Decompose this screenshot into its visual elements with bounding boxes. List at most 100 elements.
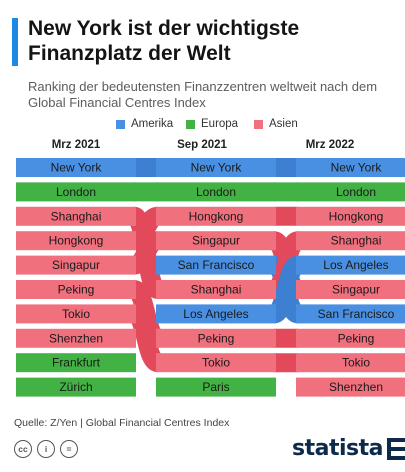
rank-box-bg xyxy=(16,304,136,324)
rank-label: San Francisco xyxy=(178,258,255,272)
rank-label: San Francisco xyxy=(318,307,395,321)
link-los-angeles-1 xyxy=(269,255,303,324)
rank-box-singapur-1: Singapur xyxy=(156,231,276,251)
statista-logo: statista xyxy=(292,436,405,461)
statista-wordmark: statista xyxy=(292,436,383,461)
rank-label: New York xyxy=(331,161,383,175)
legend-label-amerika: Amerika xyxy=(131,118,174,130)
rank-box-bg xyxy=(16,255,136,275)
legend-swatch-asien xyxy=(254,119,263,129)
rank-box-bg xyxy=(296,304,405,324)
rank-box-bg xyxy=(156,328,276,348)
rank-box-london-2: London xyxy=(296,182,405,202)
rank-box-london-0: London xyxy=(16,182,136,202)
rank-label: Singapur xyxy=(332,283,380,297)
rank-box-singapur-2: Singapur xyxy=(296,280,405,299)
rank-box-bg xyxy=(156,377,276,397)
rank-box-bg xyxy=(156,353,276,373)
rank-label: Paris xyxy=(202,380,229,394)
rank-label: London xyxy=(196,185,236,199)
rank-box-bg xyxy=(296,255,405,275)
rank-box-bg xyxy=(296,158,405,177)
attribution-icon: i xyxy=(37,440,55,458)
rank-box-new-york-1: New York xyxy=(156,158,276,177)
rank-box-tokio-2: Tokio xyxy=(296,353,405,373)
rank-label: Zürich xyxy=(59,380,92,394)
rank-box-bg xyxy=(296,377,405,397)
rank-label: Hongkong xyxy=(189,209,244,223)
rank-label: London xyxy=(336,185,376,199)
rank-box-bg xyxy=(156,304,276,324)
rank-box-bg xyxy=(156,231,276,251)
cc-icon: cc xyxy=(14,440,32,458)
rank-label: Peking xyxy=(198,331,235,345)
rank-box-london-1: London xyxy=(156,182,276,202)
rank-box-bg xyxy=(296,353,405,373)
rank-box-bg xyxy=(156,255,276,275)
rank-label: Tokio xyxy=(342,356,370,370)
column-header-mrz-2022: Mrz 2022 xyxy=(305,139,355,151)
rank-box-bg xyxy=(16,182,136,202)
rank-box-peking-2: Peking xyxy=(296,328,405,348)
rank-box-paris-1: Paris xyxy=(156,377,276,397)
legend-swatch-europa xyxy=(186,119,195,129)
chart-subtitle: Ranking der bedeutensten Finanzzentren w… xyxy=(28,79,378,110)
title-accent-bar xyxy=(12,18,18,66)
rank-box-bg xyxy=(156,182,276,202)
legend-item-europa: Europa xyxy=(186,118,238,130)
rank-label: Shanghai xyxy=(331,234,382,248)
rank-box-shenzhen-0: Shenzhen xyxy=(16,328,136,348)
link-tokio-0 xyxy=(129,304,163,373)
rank-box-bg xyxy=(296,206,405,226)
rank-box-zuerich-0: Zürich xyxy=(16,377,136,397)
rank-box-tokio-0: Tokio xyxy=(16,304,136,324)
legend-swatch-amerika xyxy=(116,119,125,129)
equals-icon: = xyxy=(60,440,78,458)
rank-box-shanghai-1: Shanghai xyxy=(156,280,276,299)
rank-box-los-angeles-2: Los Angeles xyxy=(296,255,405,275)
rank-box-hongkong-2: Hongkong xyxy=(296,206,405,226)
rank-label: Tokio xyxy=(62,307,90,321)
link-hongkong-0 xyxy=(131,206,161,251)
rank-box-new-york-2: New York xyxy=(296,158,405,177)
rank-box-new-york-0: New York xyxy=(16,158,136,177)
legend-label-asien: Asien xyxy=(269,118,298,130)
rank-box-peking-1: Peking xyxy=(156,328,276,348)
rank-label: Hongkong xyxy=(49,234,104,248)
rank-box-bg xyxy=(16,328,136,348)
rank-label: Singapur xyxy=(192,234,240,248)
rank-box-los-angeles-1: Los Angeles xyxy=(156,304,276,324)
rank-box-san-francisco-2: San Francisco xyxy=(296,304,405,324)
rank-box-bg xyxy=(156,158,276,177)
column-header-sep-2021: Sep 2021 xyxy=(177,139,227,151)
rank-label: Shenzhen xyxy=(49,331,103,345)
rank-box-peking-0: Peking xyxy=(16,280,136,299)
link-singapur-0 xyxy=(131,231,161,275)
rank-label: Los Angeles xyxy=(183,307,248,321)
rank-label: Peking xyxy=(338,331,375,345)
legend-item-amerika: Amerika xyxy=(116,118,173,130)
rank-box-frankfurt-0: Frankfurt xyxy=(16,353,136,373)
rank-box-bg xyxy=(156,206,276,226)
legend-item-asien: Asien xyxy=(254,118,298,130)
rank-label: Tokio xyxy=(202,356,230,370)
rank-box-shenzhen-2: Shenzhen xyxy=(296,377,405,397)
rank-box-bg xyxy=(156,280,276,299)
rank-box-shanghai-0: Shanghai xyxy=(16,206,136,226)
rank-label: London xyxy=(56,185,96,199)
rank-label: New York xyxy=(191,161,243,175)
legend-label-europa: Europa xyxy=(201,118,239,130)
rank-box-bg xyxy=(16,206,136,226)
rank-box-bg xyxy=(16,280,136,299)
rank-label: Shanghai xyxy=(191,283,242,297)
statista-logo-mark xyxy=(386,437,405,460)
rank-box-bg xyxy=(296,231,405,251)
rank-label: Los Angeles xyxy=(323,258,388,272)
chart-title: New York ist der wichtigste Finanzplatz … xyxy=(28,17,300,65)
ranking-links xyxy=(128,158,303,373)
rank-label: Singapur xyxy=(52,258,100,272)
rank-box-bg xyxy=(296,328,405,348)
rank-box-bg xyxy=(16,377,136,397)
rank-label: New York xyxy=(51,161,103,175)
rank-box-shanghai-2: Shanghai xyxy=(296,231,405,251)
